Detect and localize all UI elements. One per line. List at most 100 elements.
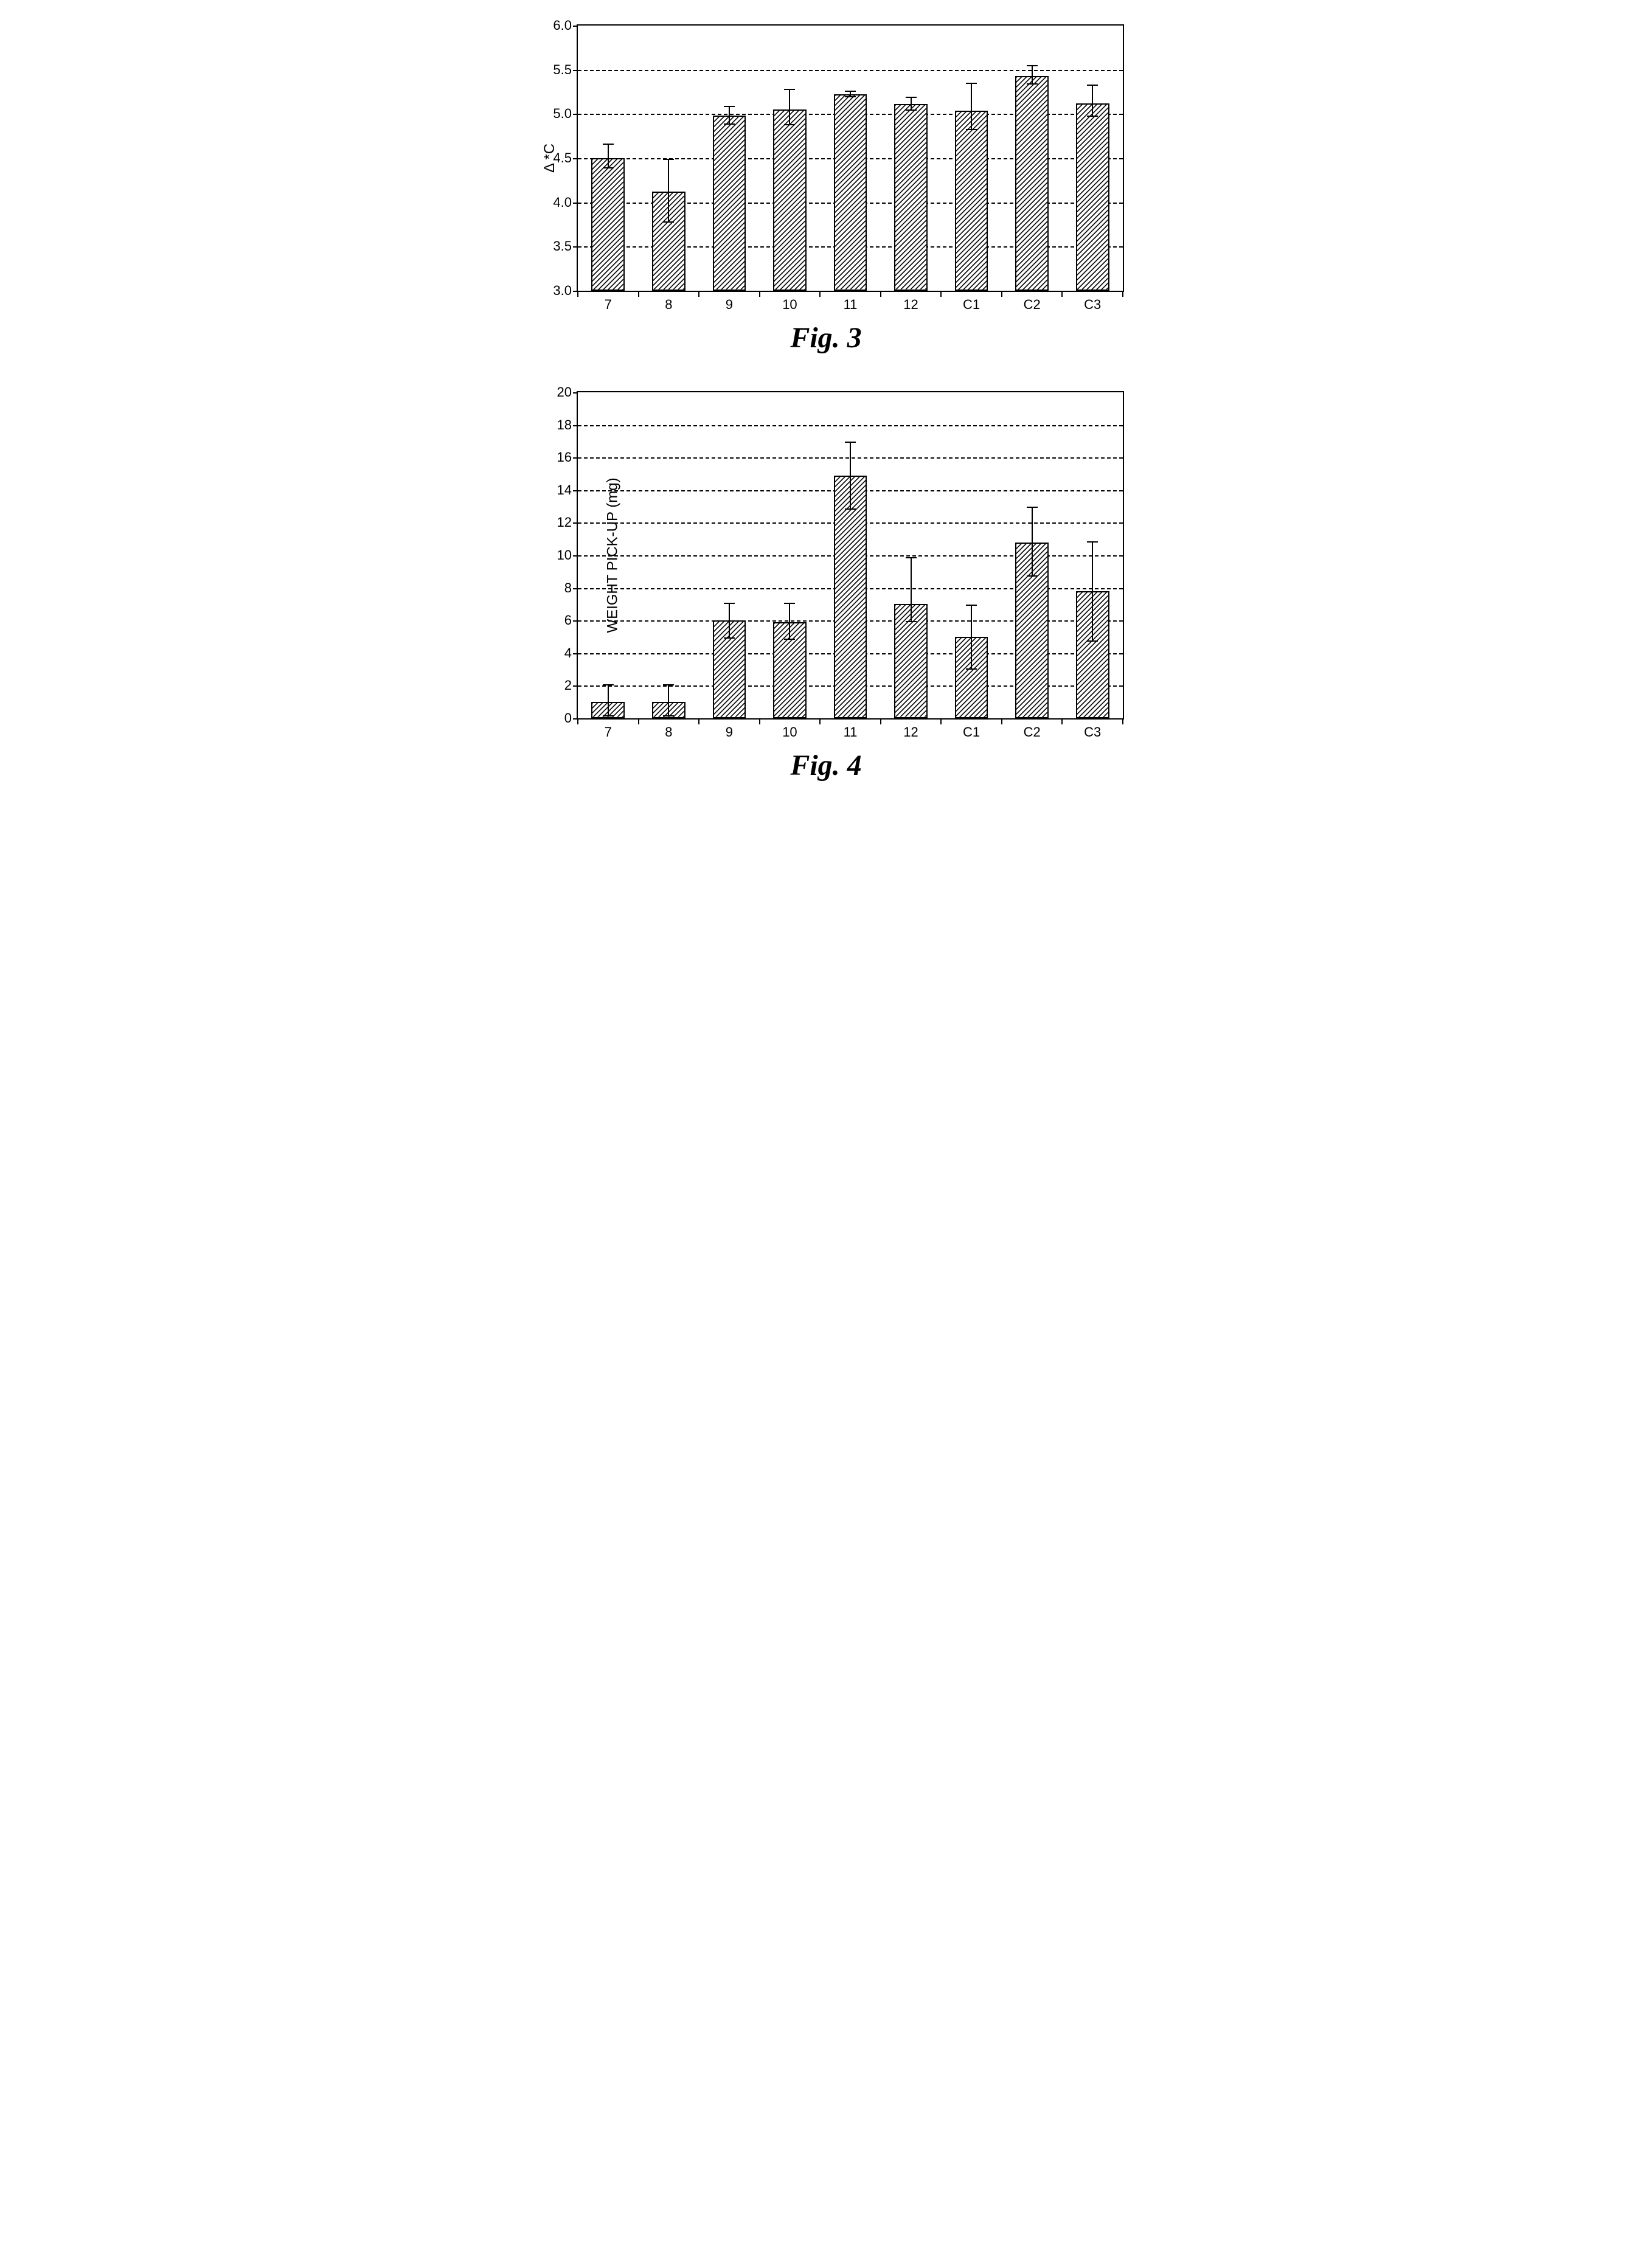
errorbar-line xyxy=(668,685,669,716)
bar xyxy=(1076,103,1109,291)
xtick-label: C1 xyxy=(963,291,980,313)
errorbar-cap-top xyxy=(1027,65,1038,66)
bar xyxy=(1015,76,1049,291)
xtick-mark xyxy=(1122,718,1123,724)
bar xyxy=(713,116,746,291)
figure-fig3: 3.03.54.04.55.05.56.0789101112C1C2C3Δ *C… xyxy=(522,24,1130,355)
bar-slot xyxy=(713,392,746,718)
bar-slot xyxy=(713,26,746,291)
ytick-label: 0 xyxy=(564,710,578,726)
xtick-mark xyxy=(1001,291,1002,297)
bar-slot xyxy=(1015,26,1049,291)
errorbar-cap-top xyxy=(724,106,735,107)
ytick-label: 16 xyxy=(557,449,578,465)
bar xyxy=(894,104,928,291)
xtick-mark xyxy=(880,291,881,297)
errorbar-cap-bottom xyxy=(966,129,977,130)
errorbar-line xyxy=(608,145,609,168)
bar-slot xyxy=(1076,26,1109,291)
errorbar-cap-top xyxy=(724,603,735,604)
ytick-label: 4 xyxy=(564,645,578,661)
errorbar-cap-top xyxy=(663,684,674,685)
errorbar-cap-bottom xyxy=(724,123,735,125)
bar-slot xyxy=(773,392,807,718)
xtick-label: 7 xyxy=(605,718,612,740)
errorbar-line xyxy=(911,558,912,622)
errorbar-cap-top xyxy=(603,684,614,685)
errorbar-cap-top xyxy=(784,603,795,604)
errorbar-cap-bottom xyxy=(724,637,735,639)
bar-slot xyxy=(955,392,988,718)
ytick-label: 20 xyxy=(557,384,578,400)
xtick-mark xyxy=(819,718,821,724)
errorbar-line xyxy=(971,84,972,130)
errorbar-line xyxy=(729,604,730,638)
xtick-mark xyxy=(819,291,821,297)
xtick-label: 10 xyxy=(782,291,797,313)
errorbar-cap-top xyxy=(845,91,856,92)
errorbar-cap-bottom xyxy=(603,167,614,168)
chart-box: 3.03.54.04.55.05.56.0789101112C1C2C3Δ *C xyxy=(577,24,1124,292)
xtick-label: 11 xyxy=(844,718,858,740)
errorbar-cap-bottom xyxy=(906,109,917,111)
xtick-label: 9 xyxy=(726,291,733,313)
bar xyxy=(773,109,807,291)
errorbar-cap-bottom xyxy=(1027,575,1038,577)
bar-slot xyxy=(1015,392,1049,718)
bar-slot xyxy=(894,26,928,291)
errorbar-line xyxy=(1032,66,1033,85)
errorbar-cap-top xyxy=(966,605,977,606)
errorbar-line xyxy=(1092,543,1093,642)
bar-slot xyxy=(955,26,988,291)
xtick-label: 12 xyxy=(903,718,918,740)
errorbar-cap-bottom xyxy=(663,715,674,716)
errorbar-cap-top xyxy=(603,144,614,145)
xtick-mark xyxy=(698,291,699,297)
xtick-mark xyxy=(759,291,760,297)
bar-slot xyxy=(834,392,867,718)
errorbar-cap-top xyxy=(1087,85,1098,86)
errorbar-cap-bottom xyxy=(784,124,795,125)
errorbar-cap-bottom xyxy=(784,639,795,640)
ytick-label: 3.5 xyxy=(553,238,578,254)
errorbar-cap-bottom xyxy=(845,508,856,510)
xtick-label: 8 xyxy=(665,718,672,740)
xtick-label: C1 xyxy=(963,718,980,740)
xtick-mark xyxy=(1122,291,1123,297)
xtick-mark xyxy=(880,718,881,724)
errorbar-cap-top xyxy=(1087,541,1098,543)
xtick-label: 8 xyxy=(665,291,672,313)
errorbar-cap-bottom xyxy=(966,668,977,670)
xtick-label: 9 xyxy=(726,718,733,740)
ytick-label: 14 xyxy=(557,482,578,498)
xtick-label: C2 xyxy=(1024,718,1041,740)
errorbar-line xyxy=(911,98,912,110)
xtick-mark xyxy=(577,718,578,724)
xtick-mark xyxy=(638,718,639,724)
errorbar-cap-bottom xyxy=(603,715,614,716)
errorbar-cap-top xyxy=(845,442,856,443)
ytick-label: 2 xyxy=(564,678,578,693)
xtick-mark xyxy=(759,718,760,724)
xtick-label: 11 xyxy=(844,291,858,313)
ytick-label: 3.0 xyxy=(553,283,578,299)
bar xyxy=(591,158,625,291)
xtick-mark xyxy=(1061,718,1063,724)
xtick-label: 10 xyxy=(782,718,797,740)
figure-caption: Fig. 3 xyxy=(522,321,1130,355)
bar-slot xyxy=(652,26,685,291)
figure-fig4: 02468101214161820789101112C1C2C3WEIGHT P… xyxy=(522,391,1130,782)
xtick-mark xyxy=(940,291,942,297)
ytick-label: 10 xyxy=(557,547,578,563)
xtick-mark xyxy=(1061,291,1063,297)
errorbar-cap-bottom xyxy=(1087,640,1098,642)
figure-caption: Fig. 4 xyxy=(522,749,1130,782)
xtick-label: 12 xyxy=(903,291,918,313)
errorbar-cap-bottom xyxy=(1027,83,1038,85)
errorbar-line xyxy=(971,606,972,670)
errorbar-cap-bottom xyxy=(663,221,674,223)
errorbar-line xyxy=(1032,508,1033,577)
errorbar-cap-top xyxy=(784,89,795,90)
bar-slot xyxy=(1076,392,1109,718)
errorbar-line xyxy=(789,90,790,125)
